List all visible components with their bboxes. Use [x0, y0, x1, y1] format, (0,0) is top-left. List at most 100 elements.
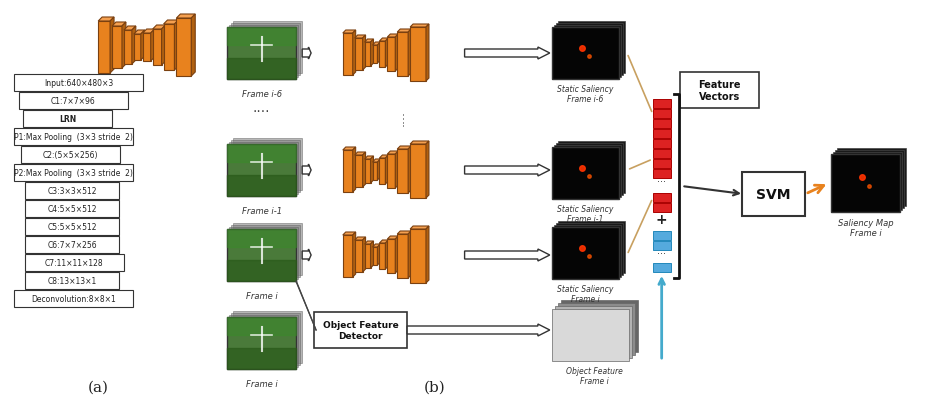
Polygon shape: [150, 30, 155, 62]
Polygon shape: [386, 39, 389, 68]
Text: Frame i-1: Frame i-1: [242, 206, 282, 216]
Polygon shape: [377, 159, 380, 180]
Polygon shape: [355, 237, 365, 240]
Text: Input:640×480×3: Input:640×480×3: [44, 79, 113, 88]
Polygon shape: [112, 27, 122, 69]
Text: Static Saliency
Frame i-6: Static Saliency Frame i-6: [558, 85, 614, 104]
Text: ...: ...: [658, 173, 666, 183]
Polygon shape: [132, 27, 135, 65]
Polygon shape: [355, 39, 362, 71]
Text: C1:7×7×96: C1:7×7×96: [51, 97, 96, 106]
Polygon shape: [229, 142, 298, 195]
Polygon shape: [134, 31, 145, 35]
Text: Frame i: Frame i: [246, 291, 277, 300]
Polygon shape: [554, 146, 621, 197]
Polygon shape: [558, 142, 625, 194]
Polygon shape: [558, 303, 635, 355]
FancyBboxPatch shape: [25, 201, 119, 218]
Polygon shape: [395, 35, 398, 72]
FancyBboxPatch shape: [314, 312, 407, 348]
Polygon shape: [397, 235, 408, 278]
Polygon shape: [343, 34, 353, 76]
Polygon shape: [373, 247, 377, 266]
FancyBboxPatch shape: [653, 204, 671, 212]
Polygon shape: [231, 24, 300, 76]
Text: P2:Max Pooling  (3×3 stride  2): P2:Max Pooling (3×3 stride 2): [14, 169, 133, 178]
FancyBboxPatch shape: [14, 165, 133, 182]
FancyBboxPatch shape: [227, 28, 296, 80]
Polygon shape: [555, 306, 632, 358]
FancyBboxPatch shape: [653, 140, 671, 148]
Polygon shape: [364, 242, 374, 244]
Polygon shape: [124, 27, 135, 31]
Polygon shape: [355, 36, 365, 39]
Polygon shape: [143, 34, 150, 62]
FancyBboxPatch shape: [227, 230, 296, 281]
FancyBboxPatch shape: [552, 147, 619, 199]
FancyBboxPatch shape: [653, 100, 671, 108]
Polygon shape: [556, 24, 623, 76]
Polygon shape: [98, 22, 110, 74]
Polygon shape: [556, 223, 623, 275]
Polygon shape: [175, 21, 178, 71]
Polygon shape: [379, 243, 386, 269]
Polygon shape: [152, 30, 162, 66]
Polygon shape: [163, 21, 178, 25]
Polygon shape: [353, 233, 356, 277]
Text: C5:5×5×512: C5:5×5×512: [48, 223, 97, 231]
Polygon shape: [143, 30, 155, 34]
Polygon shape: [397, 150, 408, 194]
FancyBboxPatch shape: [21, 147, 120, 164]
Polygon shape: [355, 153, 365, 156]
FancyBboxPatch shape: [14, 290, 133, 307]
FancyBboxPatch shape: [25, 218, 119, 235]
Polygon shape: [163, 25, 175, 71]
Polygon shape: [552, 309, 629, 361]
Polygon shape: [388, 152, 398, 154]
Polygon shape: [303, 165, 311, 177]
Polygon shape: [397, 30, 411, 33]
Polygon shape: [833, 153, 902, 211]
Polygon shape: [395, 152, 398, 189]
Polygon shape: [554, 225, 621, 277]
Polygon shape: [408, 30, 411, 77]
Polygon shape: [134, 35, 141, 61]
Polygon shape: [362, 153, 365, 188]
Text: Static Saliency
Frame i: Static Saliency Frame i: [558, 284, 614, 304]
Polygon shape: [355, 156, 362, 188]
Polygon shape: [397, 33, 408, 77]
FancyBboxPatch shape: [653, 170, 671, 178]
Text: Object Feature
Detector: Object Feature Detector: [323, 320, 399, 340]
Polygon shape: [122, 23, 126, 69]
Polygon shape: [379, 42, 386, 68]
Polygon shape: [373, 244, 380, 247]
FancyBboxPatch shape: [19, 93, 128, 110]
Polygon shape: [410, 230, 426, 283]
Polygon shape: [343, 235, 353, 277]
Polygon shape: [377, 244, 380, 266]
Polygon shape: [558, 22, 625, 74]
Polygon shape: [364, 159, 371, 183]
FancyBboxPatch shape: [14, 75, 143, 92]
FancyBboxPatch shape: [23, 111, 112, 128]
Polygon shape: [362, 36, 365, 71]
Polygon shape: [229, 315, 298, 367]
FancyBboxPatch shape: [742, 173, 805, 216]
Polygon shape: [373, 163, 377, 180]
Polygon shape: [410, 226, 429, 230]
Polygon shape: [229, 228, 298, 279]
Polygon shape: [229, 26, 298, 78]
FancyBboxPatch shape: [653, 194, 671, 202]
FancyBboxPatch shape: [681, 73, 758, 109]
Polygon shape: [355, 240, 362, 272]
Polygon shape: [343, 31, 356, 34]
Text: C3:3×3×512: C3:3×3×512: [48, 187, 97, 195]
FancyBboxPatch shape: [552, 28, 619, 80]
Polygon shape: [397, 231, 411, 235]
Polygon shape: [233, 139, 303, 190]
Polygon shape: [464, 48, 550, 60]
Polygon shape: [410, 145, 426, 199]
FancyBboxPatch shape: [653, 242, 671, 250]
Polygon shape: [558, 221, 625, 273]
Polygon shape: [353, 147, 356, 192]
